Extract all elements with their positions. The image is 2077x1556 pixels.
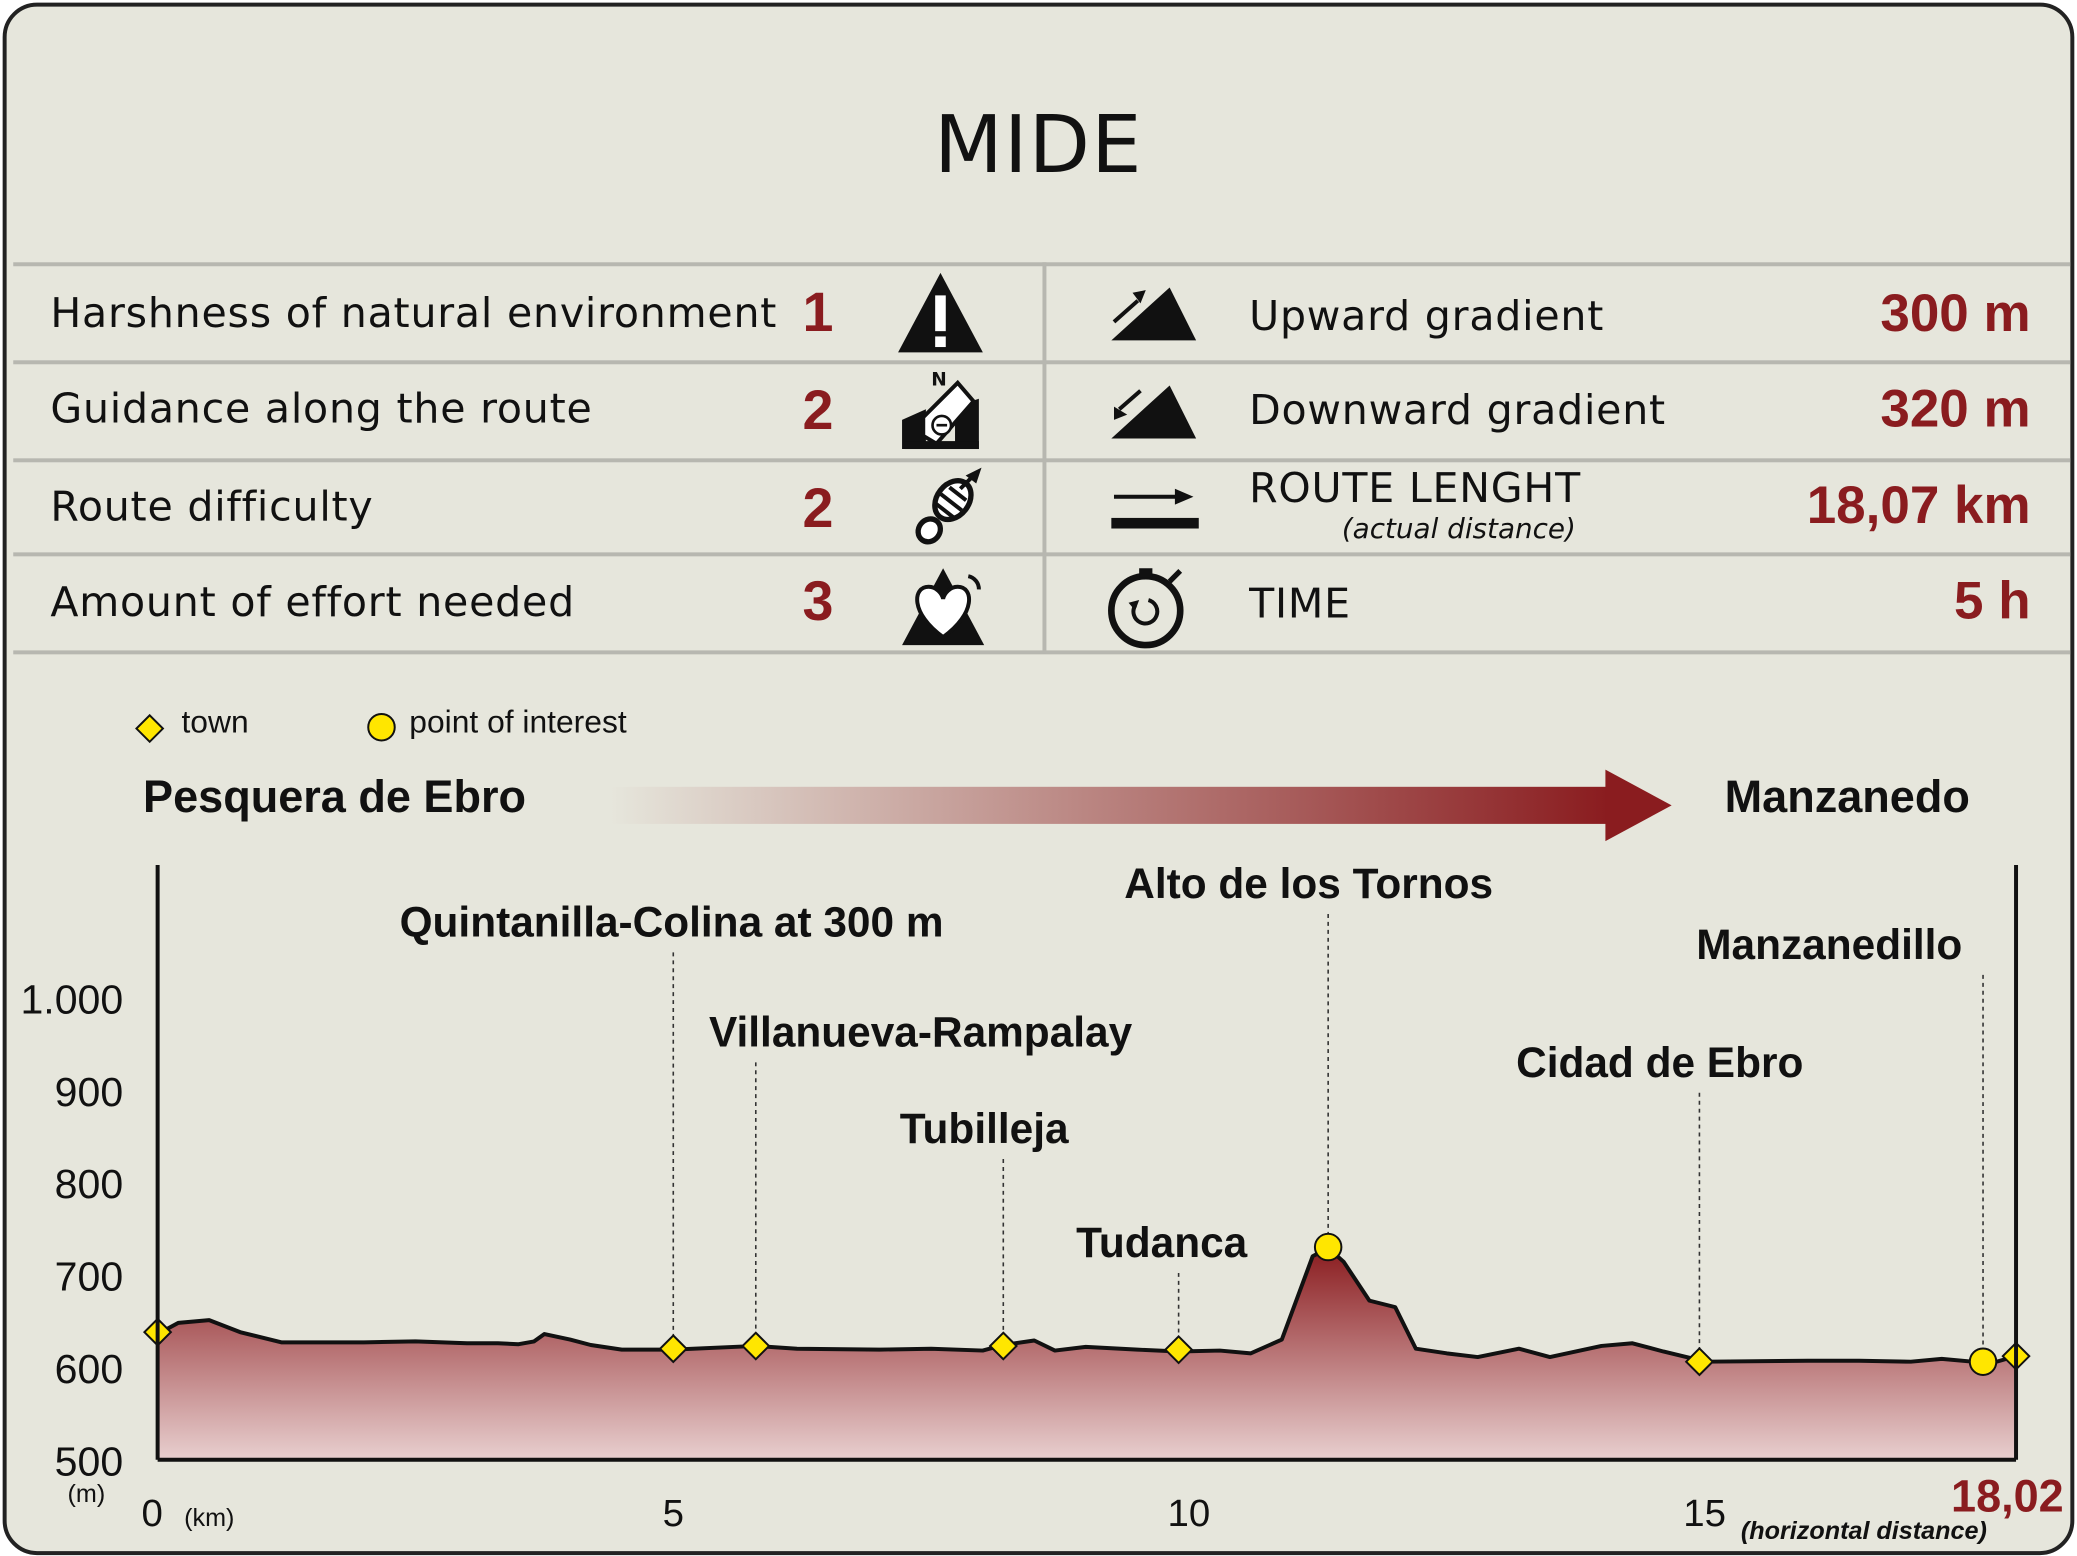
y-tick-label: 500 xyxy=(55,1439,124,1485)
town-marker xyxy=(741,1331,771,1361)
y-tick-label: 800 xyxy=(55,1161,124,1207)
x-tick-label: 10 xyxy=(1168,1492,1211,1535)
table-column-divider xyxy=(1042,262,1047,654)
y-axis-label: (m) xyxy=(68,1480,106,1508)
row-value-harshness: 1 xyxy=(802,280,834,344)
stat-value-route-length: 18,07 km xyxy=(1806,476,2031,536)
place-label: Tudanca xyxy=(1076,1219,1248,1266)
upward-gradient-icon xyxy=(1111,287,1197,341)
downward-gradient-icon xyxy=(1111,385,1197,439)
svg-text:N: N xyxy=(931,369,947,390)
table-divider xyxy=(13,262,2071,267)
row-label-guidance: Guidance along the route xyxy=(50,385,593,434)
route-end: Manzanedo xyxy=(1724,772,1970,823)
row-value-guidance: 2 xyxy=(802,378,834,442)
row-value-effort: 3 xyxy=(802,569,834,632)
stat-label-downward: Downward gradient xyxy=(1249,386,1666,435)
table-divider xyxy=(13,458,2071,463)
stat-label-time: TIME xyxy=(1249,580,1351,628)
footprint-icon xyxy=(915,467,982,545)
legend-town: town xyxy=(181,704,249,741)
x-tick-label: 0 xyxy=(142,1492,163,1535)
place-label: Alto de los Tornos xyxy=(1124,860,1493,907)
place-label: Tubilleja xyxy=(900,1105,1069,1152)
row-label-difficulty: Route difficulty xyxy=(50,483,374,532)
legend-poi: point of interest xyxy=(409,704,627,741)
x-end-label: 18,02 xyxy=(1951,1470,2064,1521)
stat-value-downward: 320 m xyxy=(1880,380,2031,439)
route-direction-arrow-icon xyxy=(609,769,1672,842)
table-divider xyxy=(13,360,2071,365)
elevation-line xyxy=(156,1246,2017,1365)
x-tick-label: 15 xyxy=(1683,1492,1726,1535)
route-start: Pesquera de Ebro xyxy=(143,772,527,823)
heart-mountain-icon xyxy=(902,568,985,646)
route-length-icon xyxy=(1111,488,1199,529)
stat-value-upward: 300 m xyxy=(1880,284,2031,344)
table-divider xyxy=(13,650,2071,655)
warning-icon xyxy=(898,272,983,353)
compass-map-icon: N xyxy=(902,369,979,450)
elevation-profile-chart: 1.000 900 800 700 600 500(m) 0 5 10 15 (km) 18,02(h… xyxy=(20,860,2064,1545)
town-marker xyxy=(1684,1347,1715,1377)
town-marker-icon xyxy=(135,713,165,744)
stat-label-upward: Upward gradient xyxy=(1249,292,1605,341)
x-axis-label: (km) xyxy=(184,1504,234,1532)
row-label-effort: Amount of effort needed xyxy=(50,578,575,627)
place-label: Quintanilla-Colina at 300 m xyxy=(400,898,944,945)
x-tick-label: 5 xyxy=(663,1492,684,1535)
y-tick-label: 700 xyxy=(55,1254,124,1300)
place-label: Cidad de Ebro xyxy=(1516,1039,1803,1086)
elevation-area xyxy=(157,1248,2017,1460)
row-value-difficulty: 2 xyxy=(802,476,834,540)
town-marker xyxy=(658,1334,688,1364)
poi-marker xyxy=(1313,1232,1343,1262)
town-marker xyxy=(1163,1335,1194,1365)
place-label: Villanueva-Rampalay xyxy=(709,1008,1133,1055)
x-end-note: (horizontal distance) xyxy=(1741,1517,1987,1545)
poi-marker-icon xyxy=(367,712,396,742)
y-tick-label: 900 xyxy=(55,1069,124,1115)
stat-value-time: 5 h xyxy=(1954,572,2031,631)
poi-marker xyxy=(1968,1347,1998,1376)
y-tick-label: 1.000 xyxy=(20,976,123,1022)
stopwatch-icon xyxy=(1108,568,1184,649)
stat-sublabel-route-length: (actual distance) xyxy=(1341,512,1576,545)
table-divider xyxy=(13,552,2071,557)
y-tick-label: 600 xyxy=(55,1346,124,1392)
place-label: Manzanedillo xyxy=(1696,921,1962,968)
stat-label-route-length: ROUTE LENGHT xyxy=(1249,464,1581,513)
row-label-harshness: Harshness of natural environment xyxy=(50,290,778,338)
page-title: MIDE xyxy=(934,99,1143,193)
town-marker xyxy=(988,1331,1018,1361)
